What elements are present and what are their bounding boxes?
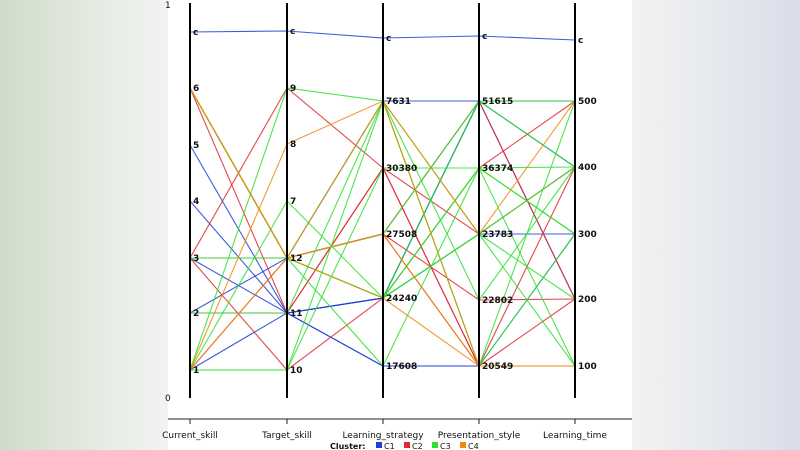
legend-entry-c2: C2 — [412, 442, 423, 450]
tick-label: 200 — [578, 295, 597, 305]
tick-label: c — [193, 28, 198, 38]
tick-label: 36374 — [482, 164, 513, 174]
tick-label: c — [578, 36, 583, 46]
frame-tick-bottom: 0 — [165, 394, 171, 404]
legend-entry-c4: C4 — [468, 442, 479, 450]
legend-entry-c3: C3 — [440, 442, 451, 450]
tick-label: 30380 — [386, 164, 417, 174]
axis-label: Target_skill — [261, 431, 312, 441]
blurred-background-left — [0, 0, 168, 450]
tick-label: 3 — [193, 254, 199, 264]
tick-label: 6 — [193, 84, 199, 94]
axis-label: Learning_strategy — [342, 431, 424, 441]
blurred-background-right — [632, 0, 800, 450]
tick-label: 100 — [578, 362, 597, 372]
axes-layer — [168, 3, 632, 424]
axis-label: Learning_time — [543, 431, 607, 441]
tick-label: 7 — [290, 197, 296, 207]
legend-title: Cluster: — [330, 442, 365, 450]
tick-label: 7631 — [386, 97, 411, 107]
tick-label: 300 — [578, 230, 597, 240]
tick-label: c — [290, 27, 295, 37]
tick-label: 17608 — [386, 362, 417, 372]
tick-label: 22802 — [482, 296, 513, 306]
tick-label: 1 — [193, 366, 199, 376]
tick-label: 23783 — [482, 230, 513, 240]
legend-swatch-c3 — [432, 442, 438, 448]
tick-label: 9 — [290, 84, 296, 94]
tick-label: 400 — [578, 163, 597, 173]
tick-label: 5 — [193, 141, 199, 151]
legend-swatch-c2 — [404, 442, 410, 448]
axis-label: Current_skill — [162, 431, 218, 441]
tick-label: c — [482, 32, 487, 42]
tick-label: 10 — [290, 366, 303, 376]
legend: Cluster: C1 C2 C3 C4 — [330, 442, 479, 450]
labels-layer: 123456cCurrent_skill101112789cTarget_ski… — [162, 1, 607, 441]
tick-label: 4 — [193, 197, 199, 207]
tick-label: c — [386, 34, 391, 44]
tick-label: 8 — [290, 140, 296, 150]
legend-swatch-c4 — [460, 442, 466, 448]
tick-label: 12 — [290, 254, 303, 264]
legend-swatch-c1 — [376, 442, 382, 448]
tick-label: 24240 — [386, 294, 417, 304]
tick-label: 500 — [578, 97, 597, 107]
tick-label: 20549 — [482, 362, 513, 372]
chart-panel — [168, 0, 632, 450]
tick-label: 51615 — [482, 97, 513, 107]
axis-label: Presentation_style — [438, 431, 521, 441]
legend-entry-c1: C1 — [384, 442, 395, 450]
tick-label: 11 — [290, 309, 303, 319]
tick-label: 27508 — [386, 230, 417, 240]
frame-tick-top: 1 — [165, 1, 171, 11]
tick-label: 2 — [193, 309, 199, 319]
